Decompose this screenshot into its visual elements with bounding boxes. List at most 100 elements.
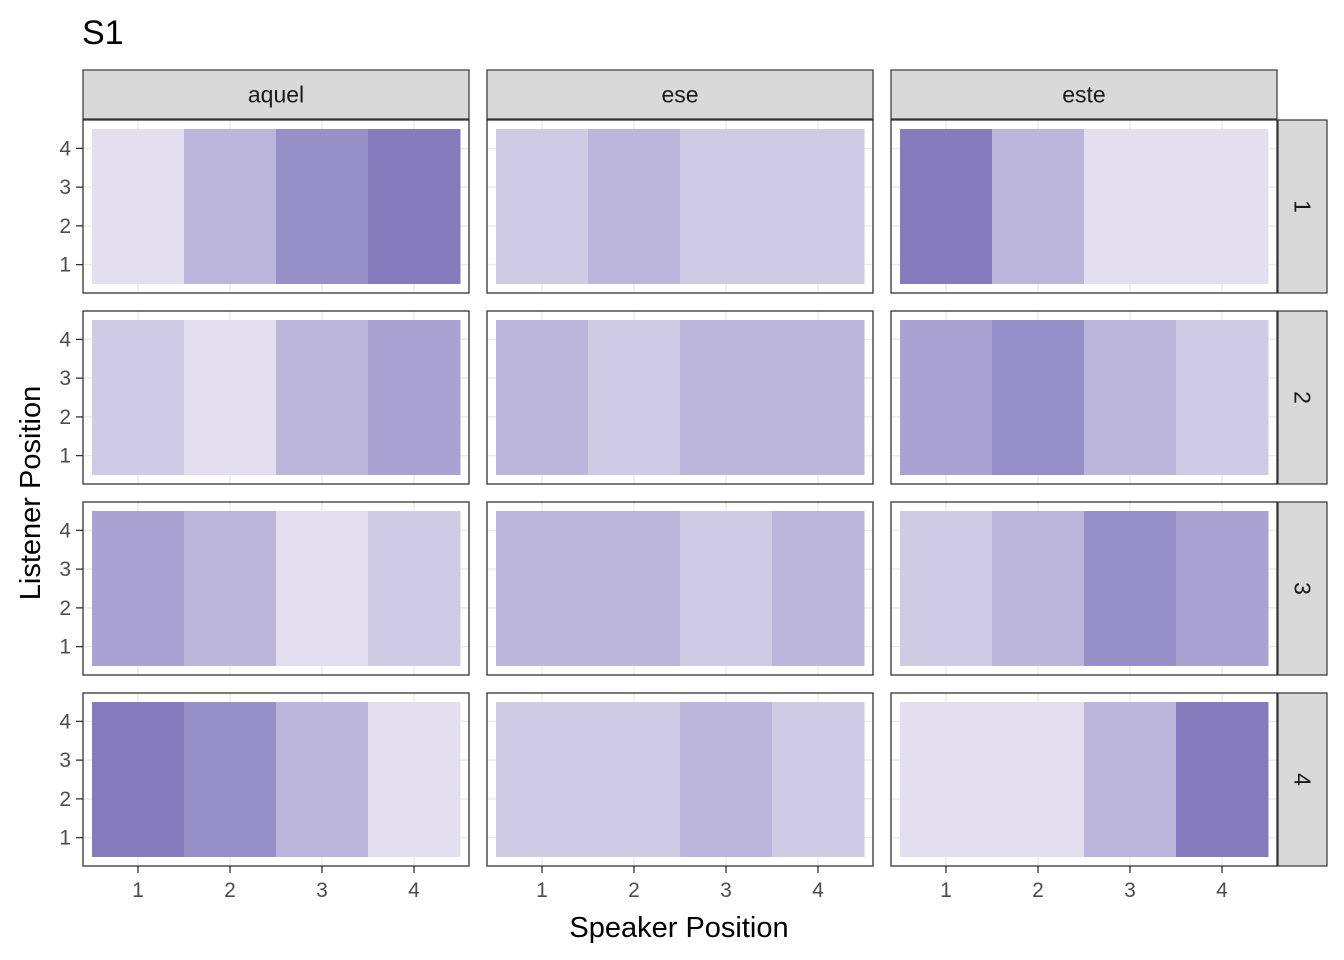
tile-aquel-2-x2 <box>184 320 277 475</box>
panel-aquel-4: 1 2 3 4 1 2 3 4 <box>59 692 470 902</box>
tile-este-3-x2 <box>992 511 1085 666</box>
panel-border <box>486 119 874 294</box>
tile-este-4-x2 <box>992 702 1085 857</box>
panel-border <box>82 501 470 676</box>
x-tick-label: 1 <box>536 879 548 902</box>
tile-aquel-4-x3 <box>276 702 369 857</box>
x-tick-label: 3 <box>316 879 328 902</box>
strip-label-aquel: aquel <box>248 82 304 108</box>
y-axis-title: Listener Position <box>15 386 47 600</box>
tile-este-1-x3 <box>1084 129 1177 284</box>
panel-border <box>890 310 1278 485</box>
y-tick-label: 4 <box>59 519 71 542</box>
tile-este-2-x3 <box>1084 320 1177 475</box>
tile-este-1-x4 <box>1176 129 1269 284</box>
tile-ese-1-x3 <box>680 129 773 284</box>
panel-border <box>82 692 470 867</box>
y-tick-label: 3 <box>59 749 71 772</box>
panel-aquel-2: 1 2 3 4 <box>59 310 470 485</box>
panel-border <box>890 692 1278 867</box>
tile-este-3-x3 <box>1084 511 1177 666</box>
panel-aquel-1: 1 2 3 4 <box>59 119 470 294</box>
y-tick-label: 4 <box>59 137 71 160</box>
tile-ese-1-x4 <box>772 129 865 284</box>
x-tick-label: 4 <box>408 879 420 902</box>
row-strip-3 <box>1277 501 1328 676</box>
strip-label-ese: ese <box>661 82 698 108</box>
tile-aquel-2-x4 <box>368 320 461 475</box>
tile-aquel-1-x3 <box>276 129 369 284</box>
tile-este-3-x4 <box>1176 511 1269 666</box>
tile-ese-4-x4 <box>772 702 865 857</box>
y-tick-label: 1 <box>59 254 71 277</box>
panel-border <box>486 692 874 867</box>
row-strip-1 <box>1277 119 1328 294</box>
x-tick-label: 4 <box>812 879 824 902</box>
tile-este-2-x2 <box>992 320 1085 475</box>
strip-label-este: este <box>1062 82 1105 108</box>
tile-aquel-4-x1 <box>92 702 185 857</box>
panel-este-4: 1 2 3 4 <box>890 692 1278 902</box>
tile-este-4-x4 <box>1176 702 1269 857</box>
y-tick-label: 4 <box>59 328 71 351</box>
row-strip-4 <box>1277 692 1328 867</box>
tile-aquel-1-x4 <box>368 129 461 284</box>
tile-aquel-1-x1 <box>92 129 185 284</box>
tile-ese-2-x2 <box>588 320 681 475</box>
tile-ese-4-x2 <box>588 702 681 857</box>
row-strip-label-2: 2 <box>1290 391 1316 404</box>
x-tick-label: 1 <box>940 879 952 902</box>
tile-ese-3-x3 <box>680 511 773 666</box>
tile-este-3-x1 <box>900 511 993 666</box>
panel-border <box>82 119 470 294</box>
panel-este-1 <box>890 119 1278 294</box>
tile-aquel-2-x3 <box>276 320 369 475</box>
panel-border <box>890 119 1278 294</box>
tile-ese-2-x3 <box>680 320 773 475</box>
panel-ese-1 <box>486 119 874 294</box>
tile-ese-3-x4 <box>772 511 865 666</box>
tile-este-2-x4 <box>1176 320 1269 475</box>
tile-aquel-3-x4 <box>368 511 461 666</box>
y-tick-label: 1 <box>59 636 71 659</box>
tile-ese-4-x3 <box>680 702 773 857</box>
tile-este-2-x1 <box>900 320 993 475</box>
tile-ese-3-x2 <box>588 511 681 666</box>
row-strip-label-4: 4 <box>1290 773 1316 786</box>
y-tick-label: 3 <box>59 367 71 390</box>
panel-border <box>890 501 1278 676</box>
y-tick-label: 2 <box>59 788 71 811</box>
tile-ese-2-x1 <box>496 320 589 475</box>
tile-aquel-2-x1 <box>92 320 185 475</box>
row-strip-label-1: 1 <box>1290 200 1316 213</box>
tile-aquel-4-x4 <box>368 702 461 857</box>
x-tick-label: 1 <box>132 879 144 902</box>
tile-ese-1-x1 <box>496 129 589 284</box>
x-tick-label: 2 <box>1032 879 1044 902</box>
tile-aquel-3-x1 <box>92 511 185 666</box>
panels-layer: aquel ese este 1 2 3 4 1 2 3 4 1 2 3 4 1 2 3 4 1 2 3 4 1 2 3 4 1 2 3 4… <box>59 69 1328 902</box>
x-tick-label: 3 <box>1124 879 1136 902</box>
tile-ese-2-x4 <box>772 320 865 475</box>
panel-ese-3 <box>486 501 874 676</box>
y-tick-label: 3 <box>59 176 71 199</box>
x-tick-label: 2 <box>224 879 236 902</box>
y-tick-label: 2 <box>59 597 71 620</box>
tile-este-1-x1 <box>900 129 993 284</box>
y-tick-label: 3 <box>59 558 71 581</box>
tile-ese-1-x2 <box>588 129 681 284</box>
tile-aquel-3-x3 <box>276 511 369 666</box>
tile-este-1-x2 <box>992 129 1085 284</box>
row-strip-label-3: 3 <box>1290 582 1316 595</box>
y-tick-label: 4 <box>59 710 71 733</box>
y-tick-label: 2 <box>59 406 71 429</box>
panel-border <box>486 501 874 676</box>
y-tick-label: 1 <box>59 827 71 850</box>
panel-border <box>82 310 470 485</box>
tile-este-4-x1 <box>900 702 993 857</box>
strip-ese <box>486 69 874 120</box>
strip-este <box>890 69 1278 120</box>
tile-este-4-x3 <box>1084 702 1177 857</box>
